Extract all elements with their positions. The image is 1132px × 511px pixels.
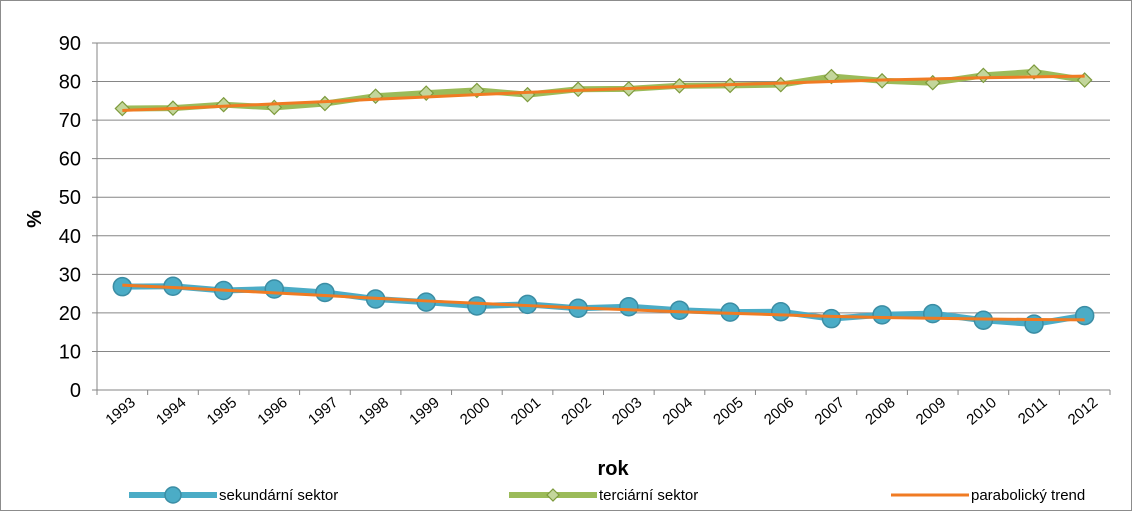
x-tick-label: 1996 xyxy=(254,394,290,428)
x-tick-label: 1995 xyxy=(204,394,240,428)
data-point xyxy=(114,100,131,117)
x-tick-label: 2010 xyxy=(963,394,999,428)
x-tick-label: 1993 xyxy=(102,394,138,428)
x-tick-label: 2008 xyxy=(862,394,898,428)
trend-line xyxy=(122,74,1085,112)
y-tick-label: 0 xyxy=(70,380,81,402)
legend-label: terciární sektor xyxy=(599,487,698,504)
x-tick-label: 2005 xyxy=(710,394,746,428)
x-tick-label: 2001 xyxy=(508,394,544,428)
data-point xyxy=(215,96,232,113)
x-tick-label: 2002 xyxy=(558,394,594,428)
y-tick-label: 50 xyxy=(59,187,81,209)
data-point xyxy=(1024,314,1044,334)
x-axis-ticks: 1993 1994 1995 1996 1997 1998 1999 2000 2001 2002… xyxy=(102,394,1101,428)
x-axis-title: rok xyxy=(597,458,629,480)
x-tick-label: 1998 xyxy=(356,394,392,428)
y-axis-title: % xyxy=(24,210,46,228)
x-tick-label: 1997 xyxy=(305,394,341,428)
x-tick-label: 2011 xyxy=(1015,394,1051,428)
legend-label: sekundární sektor xyxy=(219,487,338,504)
y-tick-label: 70 xyxy=(59,110,81,132)
y-tick-label: 30 xyxy=(59,264,81,286)
gridlines xyxy=(92,42,1111,395)
y-axis-ticks: 0 10 20 30 40 50 60 70 80 90 xyxy=(59,33,81,402)
data-point xyxy=(315,282,335,303)
series-layer xyxy=(112,64,1095,334)
x-tick-label: 2012 xyxy=(1065,394,1101,428)
x-tick-label: 2004 xyxy=(660,394,696,428)
legend: sekundární sektor terciární sektor parabol… xyxy=(129,486,1085,504)
x-tick-label: 1994 xyxy=(153,394,189,428)
data-point xyxy=(975,67,992,84)
y-tick-label: 40 xyxy=(59,226,81,248)
data-point xyxy=(519,86,536,103)
y-tick-label: 10 xyxy=(59,341,81,363)
trend-line xyxy=(122,283,1085,322)
data-point xyxy=(467,296,487,316)
data-point xyxy=(771,301,791,322)
data-point xyxy=(317,95,333,112)
x-tick-label: 2006 xyxy=(761,394,797,428)
data-point xyxy=(264,279,285,299)
series-2 xyxy=(122,74,1085,322)
legend-marker xyxy=(546,488,560,502)
legend-entry: parabolický trend xyxy=(891,487,1085,504)
data-point xyxy=(872,305,892,325)
legend-label: parabolický trend xyxy=(971,487,1085,504)
legend-entry: sekundární sektor xyxy=(129,486,338,504)
y-tick-label: 90 xyxy=(59,33,81,55)
series-0 xyxy=(112,276,1095,334)
legend-marker xyxy=(164,486,182,504)
data-point xyxy=(619,296,639,317)
x-tick-label: 2003 xyxy=(609,394,645,428)
data-point xyxy=(1074,305,1095,326)
y-tick-label: 60 xyxy=(59,149,81,171)
y-tick-label: 80 xyxy=(59,72,81,94)
data-point xyxy=(922,303,943,324)
legend-entry: terciární sektor xyxy=(509,487,698,504)
x-tick-label: 1999 xyxy=(406,394,442,428)
data-point xyxy=(367,88,384,105)
y-tick-label: 20 xyxy=(59,303,81,325)
x-tick-label: 2007 xyxy=(812,394,848,428)
data-point xyxy=(821,308,842,329)
x-tick-label: 2009 xyxy=(913,394,949,428)
x-tick-label: 2000 xyxy=(457,394,493,428)
